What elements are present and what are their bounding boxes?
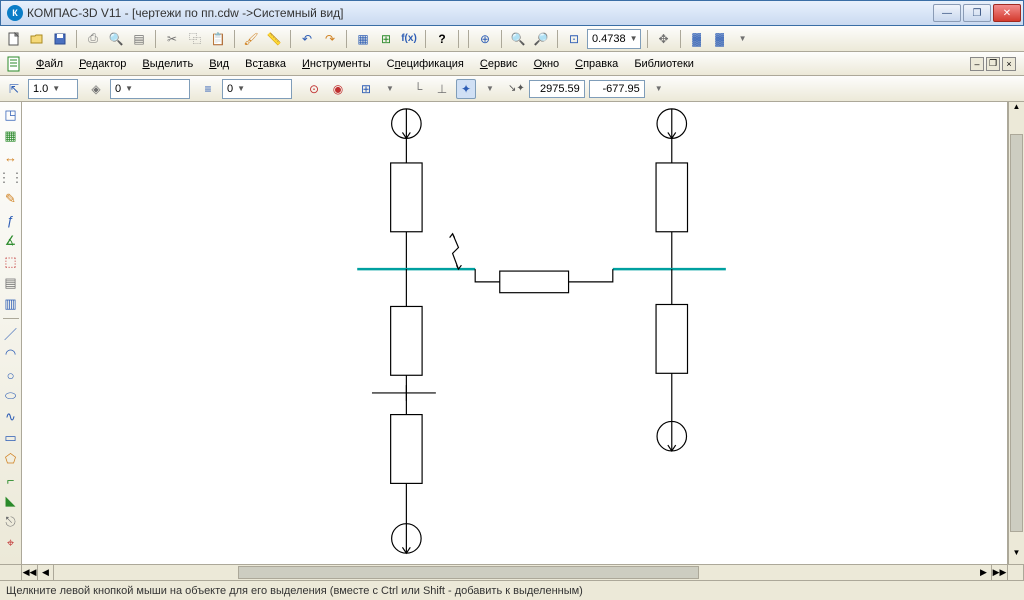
redo-icon[interactable]: ↷ — [320, 29, 340, 49]
status-text: Щелкните левой кнопкой мыши на объекте д… — [6, 585, 583, 597]
spline-icon[interactable]: ∿ — [2, 408, 20, 426]
menu-Инструменты[interactable]: Инструменты — [294, 55, 379, 73]
doc-icon — [4, 54, 24, 74]
zoom-combo[interactable]: 0.4738▼ — [587, 29, 641, 49]
variables-icon[interactable]: ⊞ — [376, 29, 396, 49]
menu-bar: ФайлРедакторВыделитьВидВставкаИнструмент… — [0, 52, 1024, 76]
ruler-icon[interactable]: 📏 — [264, 29, 284, 49]
menu-Окно[interactable]: Окно — [526, 55, 568, 73]
zoom-out-icon[interactable]: 🔎 — [531, 29, 551, 49]
rect-icon[interactable]: ▭ — [2, 429, 20, 447]
pan-icon[interactable]: ✥ — [654, 29, 674, 49]
param-icon[interactable]: ƒ — [2, 211, 20, 229]
coord-label: ↘✦ — [508, 83, 525, 94]
select-icon[interactable]: ⬚ — [2, 253, 20, 271]
menu-Библиотеки[interactable]: Библиотеки — [626, 55, 702, 73]
rebuild-icon[interactable]: ▓ — [687, 29, 707, 49]
save-icon[interactable] — [50, 29, 70, 49]
arc-icon[interactable]: ◠ — [2, 345, 20, 363]
fillet-icon[interactable]: ⌐ — [2, 471, 20, 489]
maximize-button[interactable]: ❐ — [963, 4, 991, 22]
geometry-icon[interactable]: ◳ — [2, 106, 20, 124]
doc-restore-button[interactable]: ❐ — [986, 57, 1000, 71]
standard-toolbar: ⎙ 🔍 ▤ ✂ ⿻ 📋 🖌 📏 ↶ ↷ ▦ ⊞ f(x) ? ⊕ 🔍 🔎 ⊡ 0… — [0, 26, 1024, 52]
status-bar: Щелкните левой кнопкой мыши на объекте д… — [0, 580, 1024, 600]
zoom-in-icon[interactable]: 🔍 — [508, 29, 528, 49]
report-icon[interactable]: ▥ — [2, 295, 20, 313]
library-icon[interactable]: ▦ — [353, 29, 373, 49]
new-icon[interactable] — [4, 29, 24, 49]
poly-icon[interactable]: ⬠ — [2, 450, 20, 468]
chevron-down-icon[interactable]: ▼ — [733, 29, 753, 49]
zoom-window-icon[interactable]: ⊡ — [564, 29, 584, 49]
help-icon[interactable]: ? — [432, 29, 452, 49]
grid-dd-icon[interactable]: ▼ — [380, 79, 400, 99]
measure-icon[interactable]: ∡ — [2, 232, 20, 250]
window-title: КОМПАС-3D V11 - [чертежи по пп.cdw ->Сис… — [27, 6, 933, 20]
scale-icon[interactable]: ⇱ — [4, 79, 24, 99]
horizontal-scrollbar[interactable]: ◀◀◀ ▶▶▶ — [0, 564, 1024, 580]
doc-minimize-button[interactable]: – — [970, 57, 984, 71]
menu-Редактор[interactable]: Редактор — [71, 55, 134, 73]
properties-toolbar: ⇱ 1.0▼ ◈ 0▼ ≡ 0▼ ⊙ ◉ ⊞ ▼ └ ⊥ ✦ ▼ ↘✦ ▼ — [0, 76, 1024, 102]
layer-combo[interactable]: 0▼ — [110, 79, 190, 99]
vertical-scrollbar[interactable]: ▲ ▼ — [1008, 102, 1024, 564]
close-button[interactable]: ✕ — [993, 4, 1021, 22]
preview-icon[interactable]: 🔍 — [106, 29, 126, 49]
dim-icon[interactable]: ↔ — [2, 148, 20, 166]
menu-Сервис[interactable]: Сервис — [472, 55, 526, 73]
menu-Вид[interactable]: Вид — [201, 55, 237, 73]
linestyle-icon[interactable]: ≡ — [198, 79, 218, 99]
local-cs-icon[interactable]: ✦ — [456, 79, 476, 99]
ortho-icon[interactable]: └ — [408, 79, 428, 99]
scale-combo[interactable]: 1.0▼ — [28, 79, 78, 99]
ellipse-icon[interactable]: ⬭ — [2, 387, 20, 405]
open-icon[interactable] — [27, 29, 47, 49]
menu-Выделить[interactable]: Выделить — [134, 55, 201, 73]
doc-close-button[interactable]: × — [1002, 57, 1016, 71]
coord-x-input[interactable] — [529, 80, 585, 98]
left-toolbar: ◳ ▦ ↔ ⋮⋮ ✎ ƒ ∡ ⬚ ▤ ▥ ／ ◠ ○ ⬭ ∿ ▭ ⬠ ⌐ ◣ ⎋ ⌖ — [0, 102, 22, 564]
snap-grid-icon[interactable]: ◉ — [328, 79, 348, 99]
zoom-fit-icon[interactable]: ⊕ — [475, 29, 495, 49]
project-icon[interactable]: ⎋ — [2, 513, 20, 531]
app-icon: К — [7, 5, 23, 21]
chamfer-icon[interactable]: ◣ — [2, 492, 20, 510]
menu-Файл[interactable]: Файл — [28, 55, 71, 73]
edit-icon[interactable]: ✎ — [2, 190, 20, 208]
print-icon[interactable]: ⎙ — [83, 29, 103, 49]
linestyle-combo[interactable]: 0▼ — [222, 79, 292, 99]
coord-y-input[interactable] — [589, 80, 645, 98]
cut-icon[interactable]: ✂ — [162, 29, 182, 49]
menu-Вставка[interactable]: Вставка — [237, 55, 294, 73]
copy-icon[interactable]: ⿻ — [185, 29, 205, 49]
grid-icon[interactable]: ⊞ — [356, 79, 376, 99]
snap-icon[interactable]: ⌖ — [2, 534, 20, 552]
text-icon[interactable]: ⋮⋮ — [2, 169, 20, 187]
layer-icon[interactable]: ◈ — [86, 79, 106, 99]
menu-Спецификация[interactable]: Спецификация — [379, 55, 472, 73]
undo-icon[interactable]: ↶ — [297, 29, 317, 49]
props-icon[interactable]: ▤ — [129, 29, 149, 49]
drawing-canvas[interactable] — [22, 102, 1008, 564]
fx-icon[interactable]: f(x) — [399, 29, 419, 49]
minimize-button[interactable]: — — [933, 4, 961, 22]
brush-icon[interactable]: 🖌 — [241, 29, 261, 49]
title-bar: К КОМПАС-3D V11 - [чертежи по пп.cdw ->С… — [0, 0, 1024, 26]
round-icon[interactable]: ⊥ — [432, 79, 452, 99]
refresh-icon[interactable]: ▓ — [710, 29, 730, 49]
cs-dd-icon[interactable]: ▼ — [480, 79, 500, 99]
hatch-icon[interactable]: ▦ — [2, 127, 20, 145]
spec-icon[interactable]: ▤ — [2, 274, 20, 292]
menu-Справка[interactable]: Справка — [567, 55, 626, 73]
coord-dd-icon[interactable]: ▼ — [649, 79, 669, 99]
circle-icon[interactable]: ○ — [2, 366, 20, 384]
snap-magnet-icon[interactable]: ⊙ — [304, 79, 324, 99]
line-icon[interactable]: ／ — [2, 324, 20, 342]
paste-icon[interactable]: 📋 — [208, 29, 228, 49]
